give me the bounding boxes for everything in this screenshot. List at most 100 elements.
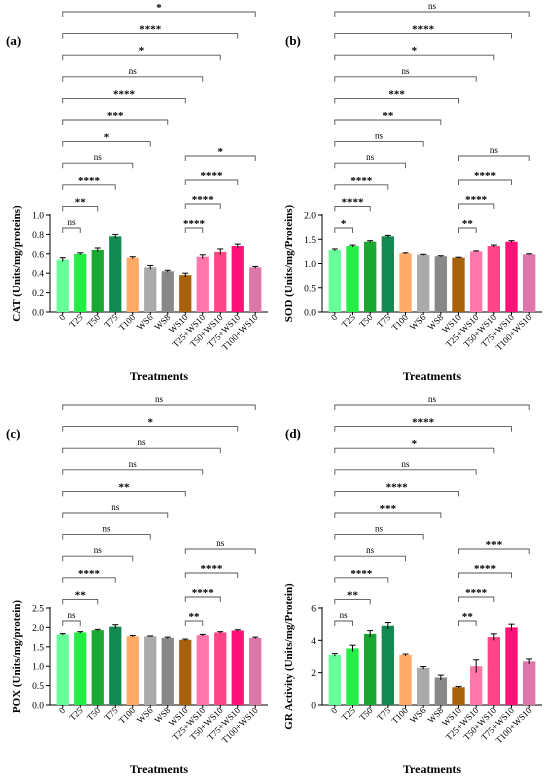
x-tick-label: T50 [357,312,375,330]
bar-T50 [91,249,104,312]
significance-bracket [184,203,221,209]
significance-bracket [334,598,371,605]
x-tick-label: T100 [389,705,410,726]
significance-bracket [62,227,81,233]
significance-label: **** [412,417,435,429]
significance-bracket [334,54,495,61]
y-tick-label: 1.5 [32,643,44,653]
significance-bracket [184,179,239,185]
significance-label: **** [342,196,365,208]
significance-label: * [412,45,418,57]
significance-label: ns [102,524,111,534]
significance-bracket [62,426,239,432]
significance-bracket [458,572,512,578]
significance-bracket [458,596,495,602]
significance-bracket [184,620,204,626]
x-tick-label: T50 [85,705,103,723]
significance-label: ns [366,152,375,162]
bar-T50 [363,633,377,705]
significance-label: ** [75,589,87,601]
significance-label: *** [388,88,405,100]
significance-label: **** [474,563,497,575]
significance-label: ns [490,145,499,155]
y-tick-label: 0.4 [32,270,44,280]
significance-bracket [62,33,239,39]
bar-WS8 [434,677,448,705]
bar-T100 [399,654,412,705]
bar-WS6 [144,267,157,312]
significance-label: **** [474,170,497,182]
x-tick-label: T25 [340,705,358,723]
bar-T100 [399,253,412,312]
x-tick-label: 0 [57,705,68,716]
y-tick-label: 0 [311,702,316,712]
significance-label: **** [113,88,136,100]
significance-bracket [62,205,99,212]
bar-T100 [126,636,139,705]
significance-label: ** [75,196,87,208]
significance-label: ns [366,545,375,555]
y-axis-title: GR Activity (Units/mg/Protein) [283,583,295,730]
significance-label: ns [428,1,437,11]
significance-bracket [334,555,406,562]
significance-bracket [458,203,495,209]
significance-label: * [341,218,347,230]
y-tick-label: 2.0 [32,624,44,634]
y-tick-label: 1.0 [32,663,44,673]
x-tick-label: T25 [340,312,358,330]
bar-T50 [363,241,377,312]
bar-T75 [381,625,395,705]
significance-label: **** [465,194,488,206]
y-tick-label: 0.0 [32,702,44,712]
significance-bracket [458,548,530,554]
y-tick-label: 2.5 [32,605,44,615]
bar-T100+WS10 [522,254,536,312]
y-tick-label: 0.5 [32,682,44,692]
bar-T25+WS10 [196,635,209,705]
bar-T75+WS10 [231,630,244,705]
significance-label: ** [189,611,201,623]
significance-bracket [334,620,353,626]
significance-bracket [62,534,151,540]
significance-bracket [334,577,389,583]
panel-label: (d) [285,426,301,441]
significance-bracket [458,620,477,626]
bar-T75 [109,626,122,705]
y-tick-label: 2.0 [304,212,316,222]
significance-bracket [334,11,530,17]
significance-label: * [218,146,224,158]
significance-bracket [334,141,424,147]
significance-label: * [156,2,162,14]
bar-T75+WS10 [231,246,244,312]
significance-bracket [62,555,134,562]
bar-WS8 [161,637,174,705]
significance-label: ** [462,218,474,230]
significance-bracket [62,76,204,82]
y-tick-label: 6 [311,605,316,615]
significance-bracket [62,620,81,626]
x-tick-label: 0 [57,312,68,323]
significance-bracket [184,227,204,233]
bar-WS8 [434,256,448,312]
y-tick-label: 0.8 [32,231,44,241]
significance-label: **** [192,587,215,599]
significance-bracket [62,162,134,169]
significance-bracket [62,490,186,497]
significance-label: ** [119,481,131,493]
significance-label: *** [486,539,503,551]
y-axis-title: POX (Units/mg/protein) [11,600,23,713]
significance-bracket [62,11,256,17]
significance-bracket [184,572,239,578]
significance-label: ns [67,217,76,227]
significance-label: *** [107,110,124,122]
significance-label: ** [347,589,359,601]
significance-bracket [334,119,442,125]
significance-label: * [139,45,145,57]
significance-bracket [334,534,424,540]
x-axis-title: Treatments [403,762,462,776]
bar-0 [56,634,69,705]
x-tick-label: WS6 [408,312,428,332]
x-tick-label: WS6 [135,705,155,725]
x-axis-title: Treatments [130,369,189,383]
